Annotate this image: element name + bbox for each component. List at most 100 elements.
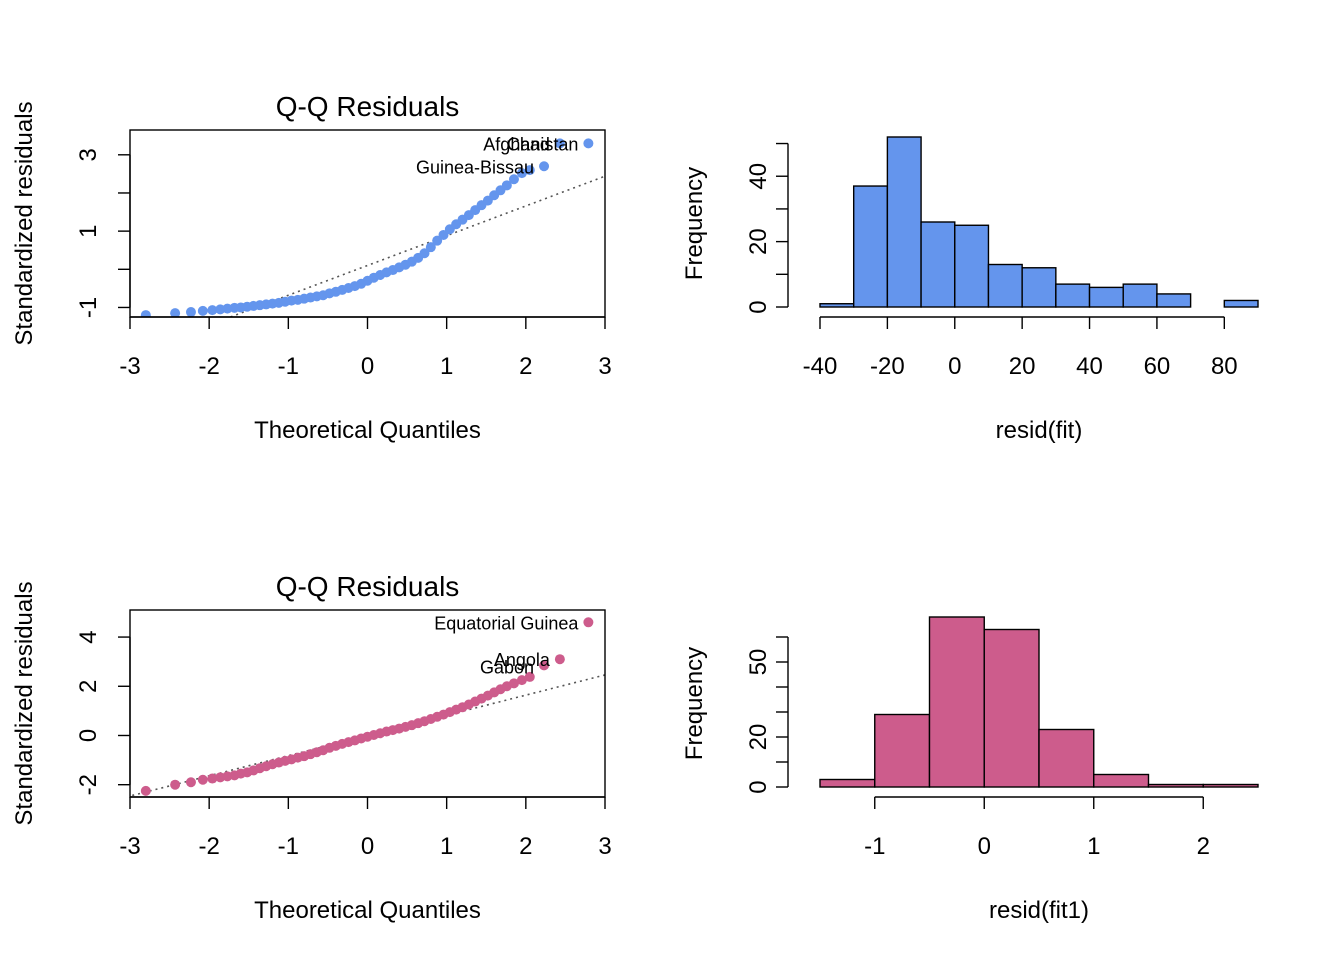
histogram-bar [886,136,922,308]
y-tick-label: 0 [745,780,772,793]
point-label: Equatorial Guinea [434,613,579,633]
data-point [554,654,565,665]
point-label: Angola [494,650,551,670]
histogram-bar [1156,293,1192,308]
qq-reference-line [130,674,605,797]
data-point [516,168,527,179]
histogram-bar [1202,783,1259,788]
y-tick-label: 20 [745,724,772,751]
data-point [170,779,181,790]
histogram-bar [1093,773,1150,788]
x-tick-label: -2 [198,353,219,380]
x-tick-label: 1 [1087,833,1100,860]
y-tick-label: 50 [745,649,772,676]
histogram-bar [819,778,876,788]
data-point [583,138,594,149]
x-tick-label: -1 [864,833,885,860]
x-tick-label: 1 [440,833,453,860]
x-tick-label: 3 [598,353,611,380]
data-point [516,675,527,686]
histogram-bar [1088,286,1124,308]
histogram-bar [928,616,985,788]
histogram-bar [874,713,931,788]
point-label: Chad [507,134,550,154]
y-axis-label: Frequency [681,647,708,760]
x-tick-label: 0 [948,353,961,380]
data-point [197,305,208,316]
point-label: Afghanistan [483,134,578,154]
y-axis-label: Standardized residuals [11,101,38,345]
y-tick-label: 2 [75,680,102,693]
x-tick-label: 2 [519,833,532,860]
y-tick-label: 0 [745,300,772,313]
histogram-bar [954,224,990,308]
x-tick-label: 0 [978,833,991,860]
plot-box [129,609,606,798]
x-tick-label: 2 [519,353,532,380]
y-tick-label: 3 [75,148,102,161]
data-point [554,138,565,149]
histogram-bar [1147,783,1204,788]
histogram-bar [819,303,855,308]
data-point [438,229,449,240]
y-tick-label: 1 [75,224,102,237]
data-point [432,235,443,246]
x-tick-label: 1 [440,353,453,380]
data-point [508,678,519,689]
panel-2: -40 -20 0 20 40 60 80 resid(fit) 0 20 40 Frequency [681,136,1259,444]
x-axis-label: Theoretical Quantiles [254,417,481,444]
histogram-bar [1055,283,1091,308]
panel-3: Q-Q Residuals Equatorial Guinea AngolaGabo… [11,571,612,924]
data-point [185,777,196,788]
histogram-bar [920,221,956,308]
x-tick-label: -40 [803,353,838,380]
x-axis-label: resid(fit1) [989,897,1089,924]
qq-reference-line [228,175,605,317]
panel-4: -1 0 1 2 resid(fit1) 0 20 50 Frequency [681,616,1259,924]
x-tick-label: -3 [119,833,140,860]
x-tick-label: -20 [870,353,905,380]
data-point [207,305,218,316]
data-point [140,785,151,796]
chart-title: Q-Q Residuals [276,91,460,122]
x-tick-label: -1 [278,353,299,380]
data-point [539,660,550,671]
x-tick-label: 20 [1009,353,1036,380]
plot-area [140,138,605,317]
x-tick-label: 60 [1144,353,1171,380]
y-axis-label: Frequency [681,167,708,280]
point-label: Guinea-Bissau [416,157,534,177]
plot-area [130,617,605,797]
x-tick-label: -3 [119,353,140,380]
x-tick-label: -1 [278,833,299,860]
y-tick-label: 4 [75,630,102,643]
data-point [207,773,218,784]
data-point [197,774,208,785]
data-point [425,242,436,253]
y-tick-label: 40 [745,163,772,190]
data-point [583,617,594,628]
data-point [524,165,535,176]
x-axis-label: resid(fit) [996,417,1083,444]
data-point [185,307,196,317]
x-tick-label: 3 [598,833,611,860]
y-tick-label: -1 [75,297,102,318]
data-point [170,308,181,317]
x-tick-label: 2 [1197,833,1210,860]
histogram-bar [1223,299,1259,308]
x-tick-label: -2 [198,833,219,860]
y-tick-label: -2 [75,774,102,795]
data-point [508,174,519,185]
x-axis-label: Theoretical Quantiles [254,897,481,924]
histogram-bar [987,263,1023,308]
data-point [419,248,430,259]
x-tick-label: 0 [361,833,374,860]
histogram-bar [852,185,889,308]
histogram-bar [983,628,1040,788]
histogram-bar [1122,283,1158,308]
x-tick-label: 0 [361,353,374,380]
chart-title: Q-Q Residuals [276,571,460,602]
x-tick-label: 80 [1211,353,1238,380]
data-point [539,161,550,172]
